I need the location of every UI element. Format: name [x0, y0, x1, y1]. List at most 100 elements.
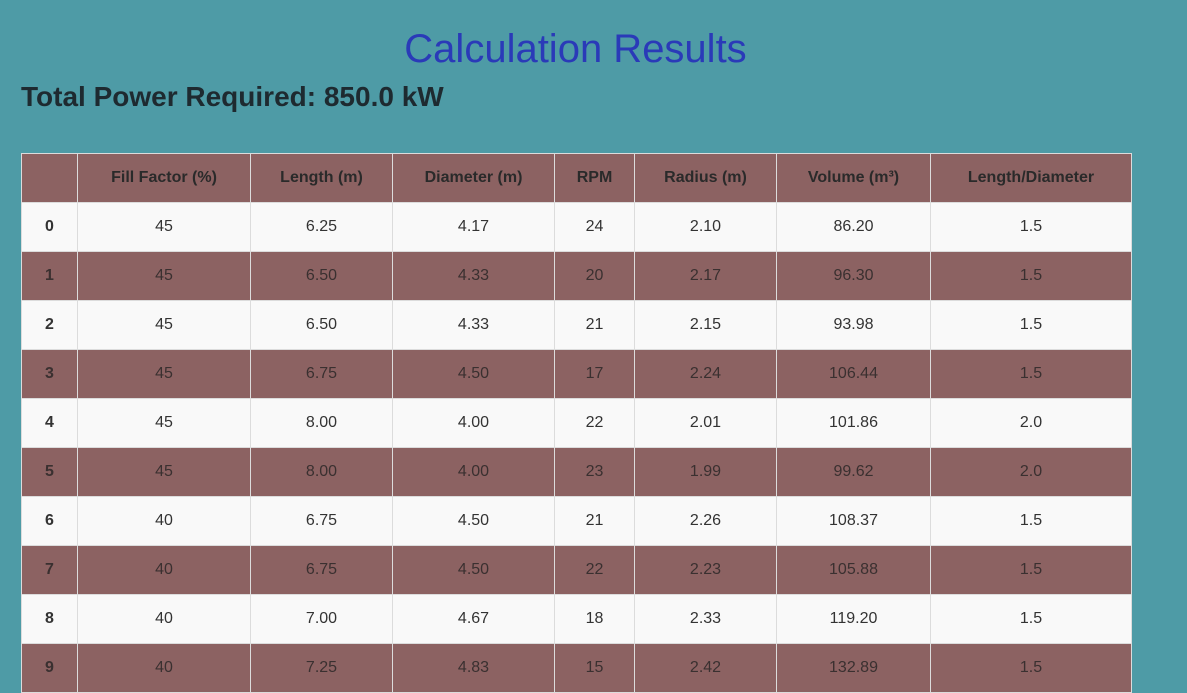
cell-rpm: 21 [554, 496, 635, 546]
cell-length-diameter: 1.5 [930, 251, 1132, 301]
cell-radius: 2.10 [634, 202, 777, 252]
cell-length: 6.50 [250, 300, 393, 350]
cell-radius: 2.01 [634, 398, 777, 448]
column-header-diameter: Diameter (m) [392, 153, 555, 203]
column-header-fill-factor: Fill Factor (%) [77, 153, 251, 203]
cell-length: 8.00 [250, 447, 393, 497]
cell-radius: 2.24 [634, 349, 777, 399]
cell-volume: 99.62 [776, 447, 931, 497]
cell-radius: 2.23 [634, 545, 777, 595]
column-header-length: Length (m) [250, 153, 393, 203]
cell-length-diameter: 1.5 [930, 202, 1132, 252]
cell-fill-factor: 45 [77, 447, 251, 497]
row-index: 2 [21, 300, 78, 350]
cell-diameter: 4.00 [392, 447, 555, 497]
cell-volume: 106.44 [776, 349, 931, 399]
cell-radius: 1.99 [634, 447, 777, 497]
cell-radius: 2.26 [634, 496, 777, 546]
column-header-rpm: RPM [554, 153, 635, 203]
cell-fill-factor: 40 [77, 545, 251, 595]
cell-volume: 96.30 [776, 251, 931, 301]
cell-diameter: 4.83 [392, 643, 555, 693]
cell-length-diameter: 1.5 [930, 496, 1132, 546]
cell-volume: 93.98 [776, 300, 931, 350]
total-power-summary: Total Power Required: 850.0 kW [21, 81, 444, 112]
cell-length: 6.50 [250, 251, 393, 301]
row-index: 6 [21, 496, 78, 546]
cell-length: 6.75 [250, 545, 393, 595]
cell-fill-factor: 40 [77, 496, 251, 546]
row-index: 5 [21, 447, 78, 497]
column-header-radius: Radius (m) [634, 153, 777, 203]
cell-length-diameter: 1.5 [930, 594, 1132, 644]
cell-fill-factor: 45 [77, 349, 251, 399]
cell-length-diameter: 2.0 [930, 447, 1132, 497]
cell-radius: 2.42 [634, 643, 777, 693]
cell-length: 7.25 [250, 643, 393, 693]
row-index: 4 [21, 398, 78, 448]
cell-length: 6.75 [250, 496, 393, 546]
cell-length-diameter: 1.5 [930, 300, 1132, 350]
cell-rpm: 21 [554, 300, 635, 350]
cell-diameter: 4.33 [392, 251, 555, 301]
cell-length: 6.25 [250, 202, 393, 252]
cell-rpm: 23 [554, 447, 635, 497]
table-row: 6 40 6.75 4.50 21 2.26 108.37 1.5 [21, 496, 1132, 546]
row-index: 8 [21, 594, 78, 644]
table-row: 3 45 6.75 4.50 17 2.24 106.44 1.5 [21, 349, 1132, 399]
cell-length-diameter: 1.5 [930, 349, 1132, 399]
table-row: 1 45 6.50 4.33 20 2.17 96.30 1.5 [21, 251, 1132, 301]
row-index: 9 [21, 643, 78, 693]
cell-volume: 108.37 [776, 496, 931, 546]
cell-rpm: 20 [554, 251, 635, 301]
cell-diameter: 4.33 [392, 300, 555, 350]
cell-fill-factor: 45 [77, 251, 251, 301]
cell-fill-factor: 45 [77, 300, 251, 350]
row-index: 7 [21, 545, 78, 595]
cell-rpm: 22 [554, 545, 635, 595]
table-row: 5 45 8.00 4.00 23 1.99 99.62 2.0 [21, 447, 1132, 497]
cell-radius: 2.17 [634, 251, 777, 301]
row-index: 0 [21, 202, 78, 252]
column-header-length-diameter: Length/Diameter [930, 153, 1132, 203]
cell-volume: 132.89 [776, 643, 931, 693]
cell-diameter: 4.00 [392, 398, 555, 448]
cell-fill-factor: 45 [77, 398, 251, 448]
cell-diameter: 4.50 [392, 349, 555, 399]
column-header-volume: Volume (m³) [776, 153, 931, 203]
cell-fill-factor: 40 [77, 643, 251, 693]
table-row: 4 45 8.00 4.00 22 2.01 101.86 2.0 [21, 398, 1132, 448]
cell-length-diameter: 1.5 [930, 643, 1132, 693]
cell-volume: 119.20 [776, 594, 931, 644]
cell-radius: 2.15 [634, 300, 777, 350]
cell-fill-factor: 45 [77, 202, 251, 252]
cell-rpm: 17 [554, 349, 635, 399]
column-header-index [21, 153, 78, 203]
cell-length-diameter: 1.5 [930, 545, 1132, 595]
cell-diameter: 4.50 [392, 496, 555, 546]
table-header-row: Fill Factor (%) Length (m) Diameter (m) … [21, 153, 1132, 203]
row-index: 1 [21, 251, 78, 301]
cell-length: 7.00 [250, 594, 393, 644]
cell-length-diameter: 2.0 [930, 398, 1132, 448]
cell-volume: 101.86 [776, 398, 931, 448]
table-row: 7 40 6.75 4.50 22 2.23 105.88 1.5 [21, 545, 1132, 595]
cell-volume: 86.20 [776, 202, 931, 252]
table-row: 0 45 6.25 4.17 24 2.10 86.20 1.5 [21, 202, 1132, 252]
cell-diameter: 4.50 [392, 545, 555, 595]
row-index: 3 [21, 349, 78, 399]
cell-diameter: 4.67 [392, 594, 555, 644]
results-table: Fill Factor (%) Length (m) Diameter (m) … [21, 153, 1132, 693]
table-row: 9 40 7.25 4.83 15 2.42 132.89 1.5 [21, 643, 1132, 693]
page-title: Calculation Results [404, 27, 747, 71]
cell-volume: 105.88 [776, 545, 931, 595]
cell-rpm: 15 [554, 643, 635, 693]
table-row: 2 45 6.50 4.33 21 2.15 93.98 1.5 [21, 300, 1132, 350]
cell-rpm: 24 [554, 202, 635, 252]
cell-rpm: 22 [554, 398, 635, 448]
cell-rpm: 18 [554, 594, 635, 644]
cell-diameter: 4.17 [392, 202, 555, 252]
cell-length: 6.75 [250, 349, 393, 399]
table-row: 8 40 7.00 4.67 18 2.33 119.20 1.5 [21, 594, 1132, 644]
cell-radius: 2.33 [634, 594, 777, 644]
